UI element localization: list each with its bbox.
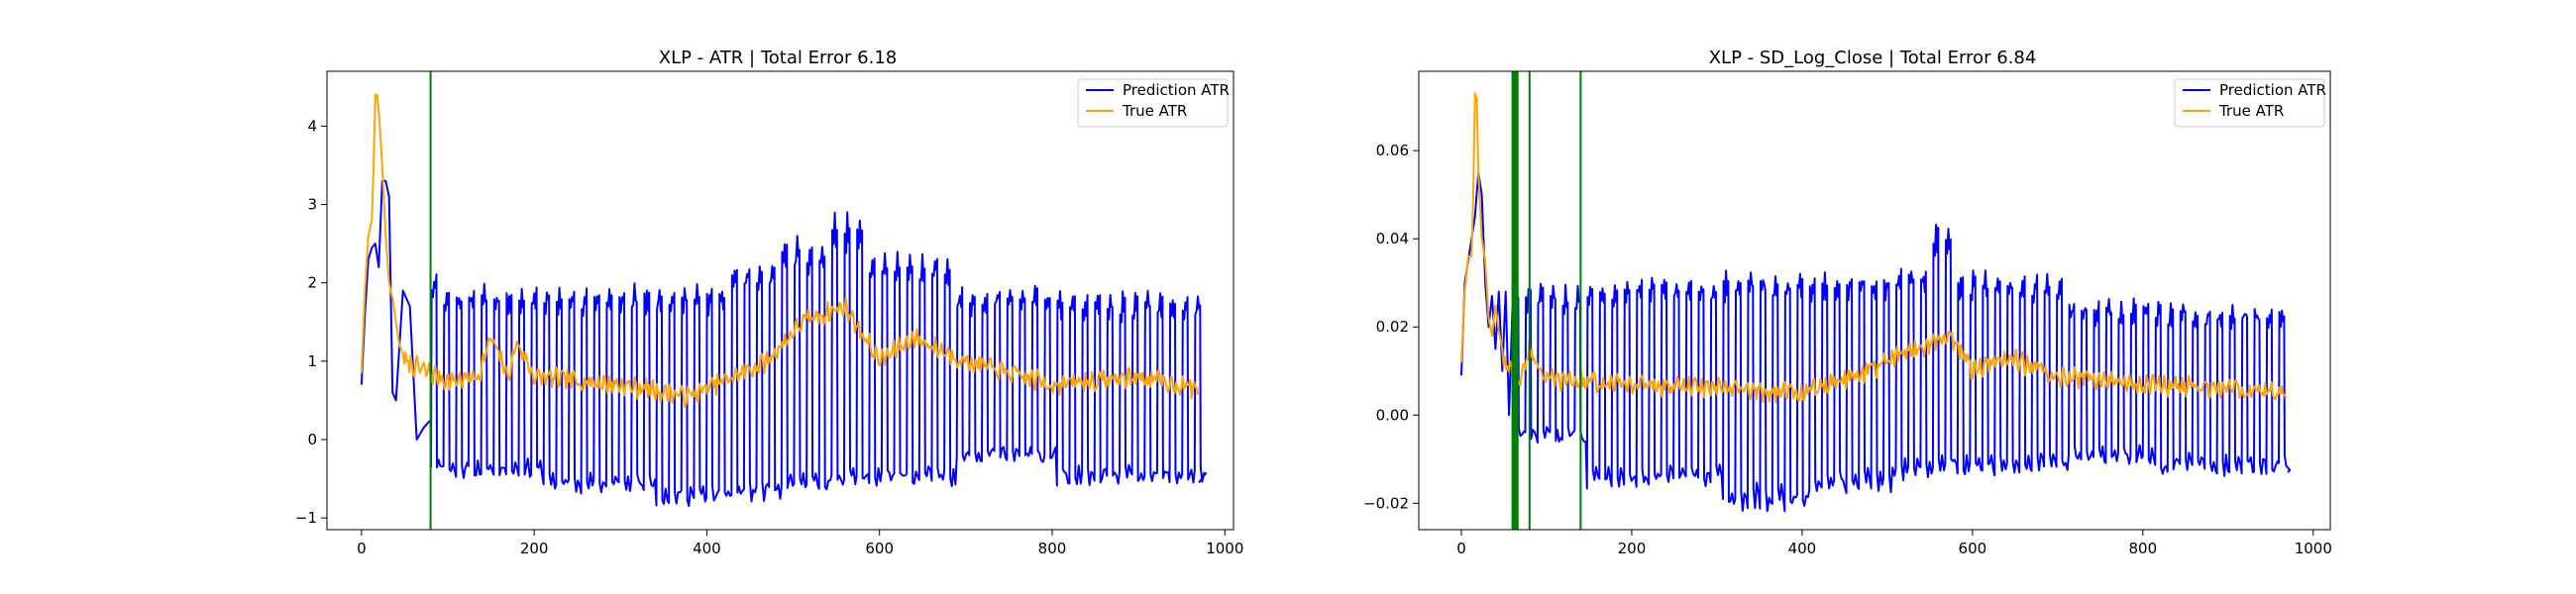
y-tick-label: 1 [307, 352, 317, 370]
y-tick-label: 0 [307, 431, 317, 448]
y-tick-label: −1 [295, 509, 317, 527]
y-tick-label: 0.00 [1376, 406, 1409, 424]
x-tick-label: 0 [357, 540, 367, 557]
plot-area: 0 200 400 600 800 1000 −0.02 0.00 0.02 0.04 0.06 [1363, 70, 2332, 557]
x-tick-label: 800 [1038, 540, 1067, 557]
plot-area: 0 200 400 600 800 1000 −1 0 1 2 3 4 [295, 70, 1243, 557]
chart-title: XLP - SD_Log_Close | Total Error 6.84 [1709, 48, 2037, 68]
x-tick-label: 400 [693, 540, 721, 557]
x-tick-label: 200 [1618, 540, 1647, 557]
y-tick-label: 0.02 [1376, 318, 1409, 336]
series-line-prediction-atr [1460, 171, 2292, 513]
y-axis: −0.02 0.00 0.02 0.04 0.06 [1363, 142, 1419, 512]
y-tick-label: 4 [307, 117, 317, 135]
x-tick-label: 600 [865, 540, 894, 557]
y-tick-label: 0.06 [1376, 142, 1409, 159]
series-line-true-atr [360, 93, 1200, 409]
x-axis: 0 200 400 600 800 1000 [1456, 530, 2332, 557]
y-tick-label: 3 [307, 196, 317, 214]
vline-layer [1511, 71, 1582, 530]
x-tick-label: 800 [2129, 540, 2158, 557]
plot-frame [1418, 70, 2331, 531]
y-tick-label: −0.02 [1363, 494, 1409, 512]
legend-box [1077, 78, 1229, 128]
x-tick-label: 600 [1959, 540, 1987, 557]
series-line-prediction-atr [360, 179, 1208, 507]
chart-title: XLP - ATR | Total Error 6.18 [659, 48, 898, 68]
legend-label-true: True ATR [2218, 102, 2284, 120]
y-tick-label: 2 [307, 274, 317, 292]
y-tick-label: 0.04 [1376, 230, 1409, 248]
legend-label-prediction: Prediction ATR [2219, 81, 2326, 99]
sd-log-close-chart: XLP - SD_Log_Close | Total Error 6.84 0 2… [1363, 48, 2332, 557]
x-axis: 0 200 400 600 800 1000 [357, 530, 1243, 557]
plot-frame [326, 70, 1234, 531]
legend-box [2174, 78, 2325, 128]
x-tick-label: 1000 [2295, 540, 2332, 557]
legend-label-true: True ATR [1122, 102, 1187, 120]
series-layer [360, 93, 1208, 507]
legend: Prediction ATR True ATR [2174, 78, 2326, 128]
atr-chart: XLP - ATR | Total Error 6.18 0 200 400 600 8… [295, 48, 1244, 557]
series-layer [1460, 92, 2292, 513]
x-tick-label: 200 [520, 540, 549, 557]
x-tick-label: 0 [1456, 540, 1466, 557]
legend-label-prediction: Prediction ATR [1123, 81, 1230, 99]
x-tick-label: 400 [1788, 540, 1817, 557]
series-line-true-atr [1460, 92, 2288, 404]
x-tick-label: 1000 [1206, 540, 1243, 557]
y-axis: −1 0 1 2 3 4 [295, 117, 327, 527]
legend: Prediction ATR True ATR [1077, 78, 1230, 128]
